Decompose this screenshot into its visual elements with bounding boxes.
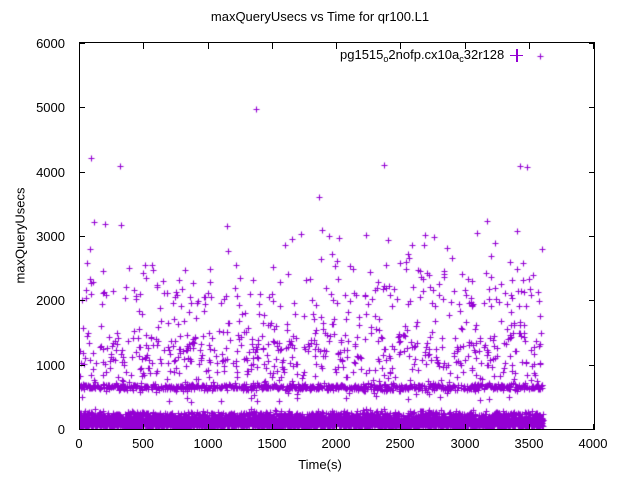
x-tick-0 [79, 424, 80, 430]
x-tick-top-4000 [593, 43, 594, 49]
y-tick-label-4000: 4000 [36, 165, 65, 180]
y-tick-0 [79, 429, 85, 430]
y-tick-label-2000: 2000 [36, 293, 65, 308]
y-axis-title: maxQueryUsecs [12, 187, 28, 284]
x-tick-3500 [529, 424, 530, 430]
y-tick-6000 [79, 43, 85, 44]
x-tick-label-3500: 3500 [514, 436, 544, 451]
y-tick-label-5000: 5000 [36, 100, 65, 115]
x-tick-top-1500 [272, 43, 273, 49]
x-tick-label-4000: 4000 [578, 436, 608, 451]
x-tick-3000 [465, 424, 466, 430]
legend: pg1515o2nofp.cx10ac32r128 [340, 46, 524, 64]
x-tick-top-1000 [208, 43, 209, 49]
y-tick-right-1000 [589, 365, 595, 366]
x-tick-label-2000: 2000 [321, 436, 351, 451]
x-tick-label-1500: 1500 [257, 436, 287, 451]
y-tick-2000 [79, 300, 85, 301]
x-tick-label-500: 500 [132, 436, 154, 451]
scatter-points-canvas [80, 43, 594, 429]
y-tick-5000 [79, 107, 85, 108]
x-tick-label-0: 0 [75, 436, 83, 451]
y-tick-label-1000: 1000 [36, 358, 65, 373]
x-tick-label-2500: 2500 [385, 436, 415, 451]
y-tick-label-3000: 3000 [36, 229, 65, 244]
legend-marker-plus-icon [510, 48, 524, 62]
y-tick-right-4000 [589, 172, 595, 173]
y-tick-label-0: 0 [57, 422, 65, 437]
x-axis-title: Time(s) [298, 457, 342, 472]
y-tick-1000 [79, 365, 85, 366]
legend-series-label: pg1515o2nofp.cx10ac32r128 [340, 46, 505, 64]
y-tick-3000 [79, 236, 85, 237]
x-tick-top-0 [79, 43, 80, 49]
x-tick-top-2500 [400, 43, 401, 49]
x-tick-top-500 [143, 43, 144, 49]
x-tick-2500 [400, 424, 401, 430]
y-tick-4000 [79, 172, 85, 173]
y-tick-right-6000 [589, 43, 595, 44]
x-tick-4000 [593, 424, 594, 430]
y-tick-label-6000: 6000 [36, 36, 65, 51]
x-tick-1000 [208, 424, 209, 430]
y-tick-right-2000 [589, 300, 595, 301]
chart-title: maxQueryUsecs vs Time for qr100.L1 [210, 9, 430, 24]
y-tick-right-5000 [589, 107, 595, 108]
x-tick-top-3000 [465, 43, 466, 49]
x-tick-1500 [272, 424, 273, 430]
x-tick-top-3500 [529, 43, 530, 49]
x-tick-label-3000: 3000 [450, 436, 480, 451]
x-tick-2000 [336, 424, 337, 430]
x-tick-label-1000: 1000 [193, 436, 223, 451]
plot-frame [79, 42, 595, 430]
y-tick-right-3000 [589, 236, 595, 237]
y-tick-right-0 [589, 429, 595, 430]
x-tick-500 [143, 424, 144, 430]
x-tick-top-2000 [336, 43, 337, 49]
